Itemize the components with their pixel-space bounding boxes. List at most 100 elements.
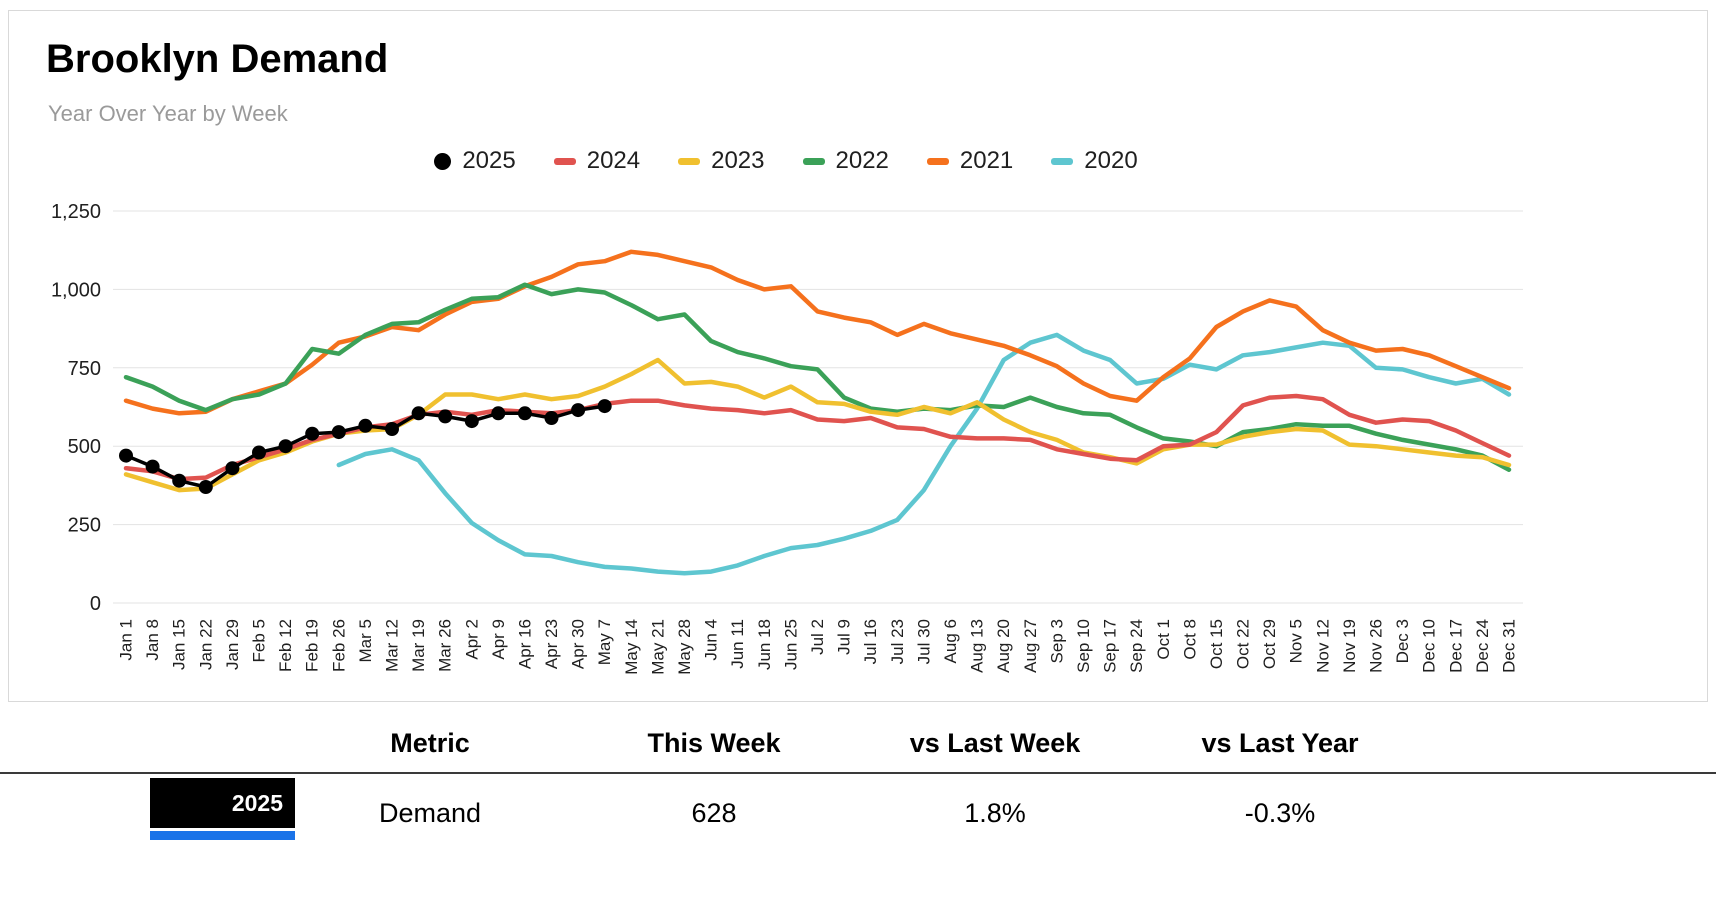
series-point-2025[interactable] (119, 448, 133, 463)
col-header-metric: Metric (390, 728, 470, 758)
series-point-2025[interactable] (305, 426, 320, 441)
x-tick-label: Mar 5 (356, 619, 375, 662)
x-tick-label: Sep 3 (1047, 619, 1066, 663)
x-tick-label: Aug 13 (968, 619, 987, 673)
cell-metric: Demand (378, 798, 482, 828)
x-tick-label: Sep 24 (1127, 619, 1146, 673)
x-tick-label: Dec 31 (1500, 619, 1519, 673)
series-point-2025[interactable] (172, 473, 187, 488)
x-tick-label: Dec 24 (1473, 619, 1492, 673)
chart-card: Brooklyn Demand Year Over Year by Week 2… (8, 10, 1708, 702)
legend-dash-marker-2023 (678, 157, 701, 165)
x-tick-label: Jan 8 (143, 619, 162, 661)
legend-label-2023: 2023 (711, 147, 765, 174)
series-line-2021[interactable] (123, 249, 1512, 416)
x-tick-label: Feb 5 (249, 619, 268, 662)
series-point-2025[interactable] (464, 414, 479, 429)
legend-dash-marker-2022 (802, 157, 825, 165)
x-tick-label: Mar 12 (382, 619, 401, 672)
x-tick-label: Oct 29 (1260, 619, 1279, 669)
x-tick-label: Nov 26 (1367, 619, 1386, 673)
legend-label-2025: 2025 (462, 147, 516, 174)
legend-dash-marker-2021 (926, 157, 949, 165)
year-badge-2025: 2025 (150, 778, 295, 828)
x-tick-label: Jun 25 (781, 619, 800, 670)
x-tick-label: Jun 18 (755, 619, 774, 670)
legend-item-2025[interactable]: 2025 (434, 147, 516, 175)
x-tick-label: Apr 30 (569, 619, 588, 669)
x-tick-label: Nov 19 (1340, 619, 1359, 673)
legend-item-2021[interactable]: 2021 (926, 147, 1014, 175)
x-tick-label: Oct 1 (1154, 619, 1173, 660)
series-point-2025[interactable] (331, 425, 346, 440)
x-tick-label: May 28 (675, 619, 694, 675)
table-scrollbar-thumb[interactable] (150, 831, 295, 840)
x-tick-label: Sep 10 (1074, 619, 1093, 673)
legend-item-2020[interactable]: 2020 (1051, 147, 1138, 175)
series-point-2025[interactable] (411, 406, 426, 421)
series-point-2025[interactable] (225, 461, 240, 476)
x-tick-label: Dec 3 (1393, 619, 1412, 663)
series-point-2025[interactable] (491, 406, 506, 421)
legend-dash-marker-2020 (1051, 157, 1074, 165)
col-header-this-week: This Week (647, 728, 781, 758)
legend-item-2023[interactable]: 2023 (678, 147, 765, 175)
x-tick-label: Jun 4 (702, 619, 721, 661)
y-tick-label: 750 (68, 358, 101, 380)
legend-label-2020: 2020 (1084, 147, 1138, 174)
legend-dash-marker-2024 (553, 157, 576, 165)
x-tick-label: May 21 (648, 619, 667, 675)
legend-dot-marker-2025 (434, 152, 452, 170)
series-point-2025[interactable] (252, 445, 266, 460)
series-point-2025[interactable] (358, 418, 373, 433)
summary-table: Metric This Week vs Last Week vs Last Ye… (0, 710, 1716, 918)
x-tick-label: Jan 15 (170, 619, 189, 670)
series-point-2025[interactable] (145, 459, 160, 474)
series-point-2025[interactable] (517, 406, 532, 421)
legend-item-2024[interactable]: 2024 (553, 147, 641, 175)
x-tick-label: Mar 19 (409, 619, 428, 672)
chart-canvas[interactable]: 0 250 500 750 1,000 1,250 Jan 1 Jan 8 Jan 15 Jan … (9, 186, 1709, 701)
series-point-2025[interactable] (571, 403, 586, 418)
x-tick-label: Dec 10 (1420, 619, 1439, 673)
series-point-2025[interactable] (278, 439, 293, 454)
series-point-2025[interactable] (544, 411, 559, 425)
x-tick-label: Aug 20 (994, 619, 1013, 673)
y-tick-label: 250 (68, 515, 101, 537)
x-tick-label: Jan 22 (196, 619, 215, 670)
series-line-2020[interactable] (336, 332, 1512, 576)
x-tick-label: Jan 1 (117, 619, 136, 661)
series-point-2025[interactable] (438, 409, 453, 424)
series-point-2025[interactable] (597, 399, 612, 414)
x-tick-label: Feb 12 (276, 619, 295, 672)
chart-title: Brooklyn Demand (46, 37, 389, 81)
legend-item-2022[interactable]: 2022 (802, 147, 889, 175)
x-tick-label: Apr 2 (462, 619, 481, 660)
cell-this-week: 628 (691, 798, 737, 828)
x-tick-label: Jul 30 (914, 619, 933, 664)
x-tick-label: Dec 17 (1446, 619, 1465, 673)
x-tick-label: May 7 (595, 619, 614, 665)
series-line-2022[interactable] (123, 282, 1512, 472)
x-tick-label: Jul 2 (808, 619, 827, 655)
x-tick-label: Oct 8 (1180, 619, 1199, 660)
y-tick-label: 500 (68, 436, 101, 458)
x-tick-label: Apr 23 (542, 619, 561, 669)
col-header-vs-last-year: vs Last Year (1201, 728, 1359, 758)
x-tick-label: Nov 12 (1313, 619, 1332, 673)
x-tick-label: Aug 27 (1021, 619, 1040, 673)
cell-vs-last-week: 1.8% (964, 798, 1026, 828)
x-tick-label: Sep 17 (1101, 619, 1120, 673)
series-point-2025[interactable] (198, 480, 213, 494)
y-tick-label: 1,250 (51, 201, 101, 223)
x-tick-label: Apr 16 (515, 619, 534, 669)
x-tick-label: Jul 9 (835, 619, 854, 655)
x-tick-label: Feb 19 (303, 619, 322, 672)
series-point-2025[interactable] (385, 422, 399, 436)
legend-label-2021: 2021 (959, 147, 1014, 174)
cell-vs-last-year: -0.3% (1244, 798, 1316, 828)
legend-label-2024: 2024 (586, 147, 641, 174)
x-tick-label: Jul 16 (861, 619, 880, 664)
x-tick-label: May 14 (622, 619, 641, 675)
x-tick-label: Apr 9 (489, 619, 508, 660)
